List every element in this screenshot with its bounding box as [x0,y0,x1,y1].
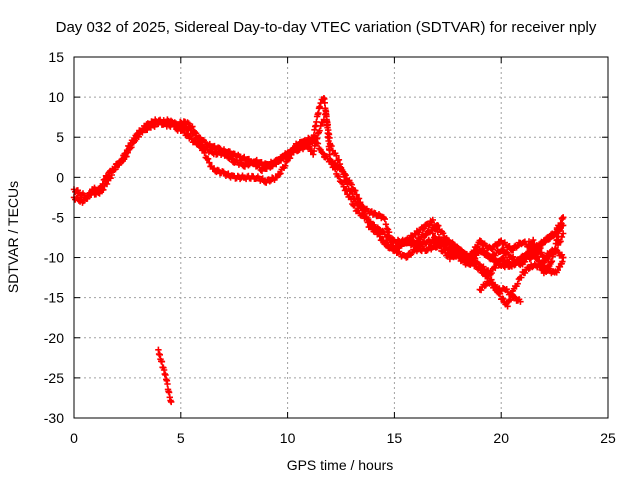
y-tick-label: -5 [52,209,65,225]
y-tick-label: 5 [56,129,64,145]
data-markers [476,278,524,305]
x-tick-label: 20 [493,430,509,446]
data-layer [70,95,567,406]
y-tick-label: -15 [44,290,64,306]
y-tick-label: -25 [44,370,64,386]
data-markers [70,110,567,269]
x-tick-label: 10 [280,430,296,446]
x-axis-label: GPS time / hours [287,457,394,473]
y-tick-label: 15 [48,49,64,65]
y-tick-label: 10 [48,89,64,105]
y-axis-label: SDTVAR / TECUs [5,181,21,293]
chart-title: Day 032 of 2025, Sidereal Day-to-day VTE… [56,19,597,36]
grid-layer [74,57,608,418]
data-markers [155,346,175,406]
y-tick-label: -10 [44,250,64,266]
series-outlier-segment [155,346,175,406]
series-track-e [476,278,524,305]
y-tick-label: -30 [44,410,64,426]
x-tick-label: 25 [600,430,616,446]
x-tick-label: 0 [70,430,78,446]
series-track-b [70,110,567,269]
data-markers [525,238,567,277]
x-tick-label: 5 [177,430,185,446]
x-tick-label: 15 [387,430,403,446]
plot-frame [73,56,609,419]
y-tick-label: -20 [44,330,64,346]
y-tick-label: 0 [56,169,64,185]
series-track-g [525,238,567,277]
tick-layer: 0 5 10 15 20 25 -30 -25 -20 -15 -10 -5 0 5 10 15 [44,49,616,446]
